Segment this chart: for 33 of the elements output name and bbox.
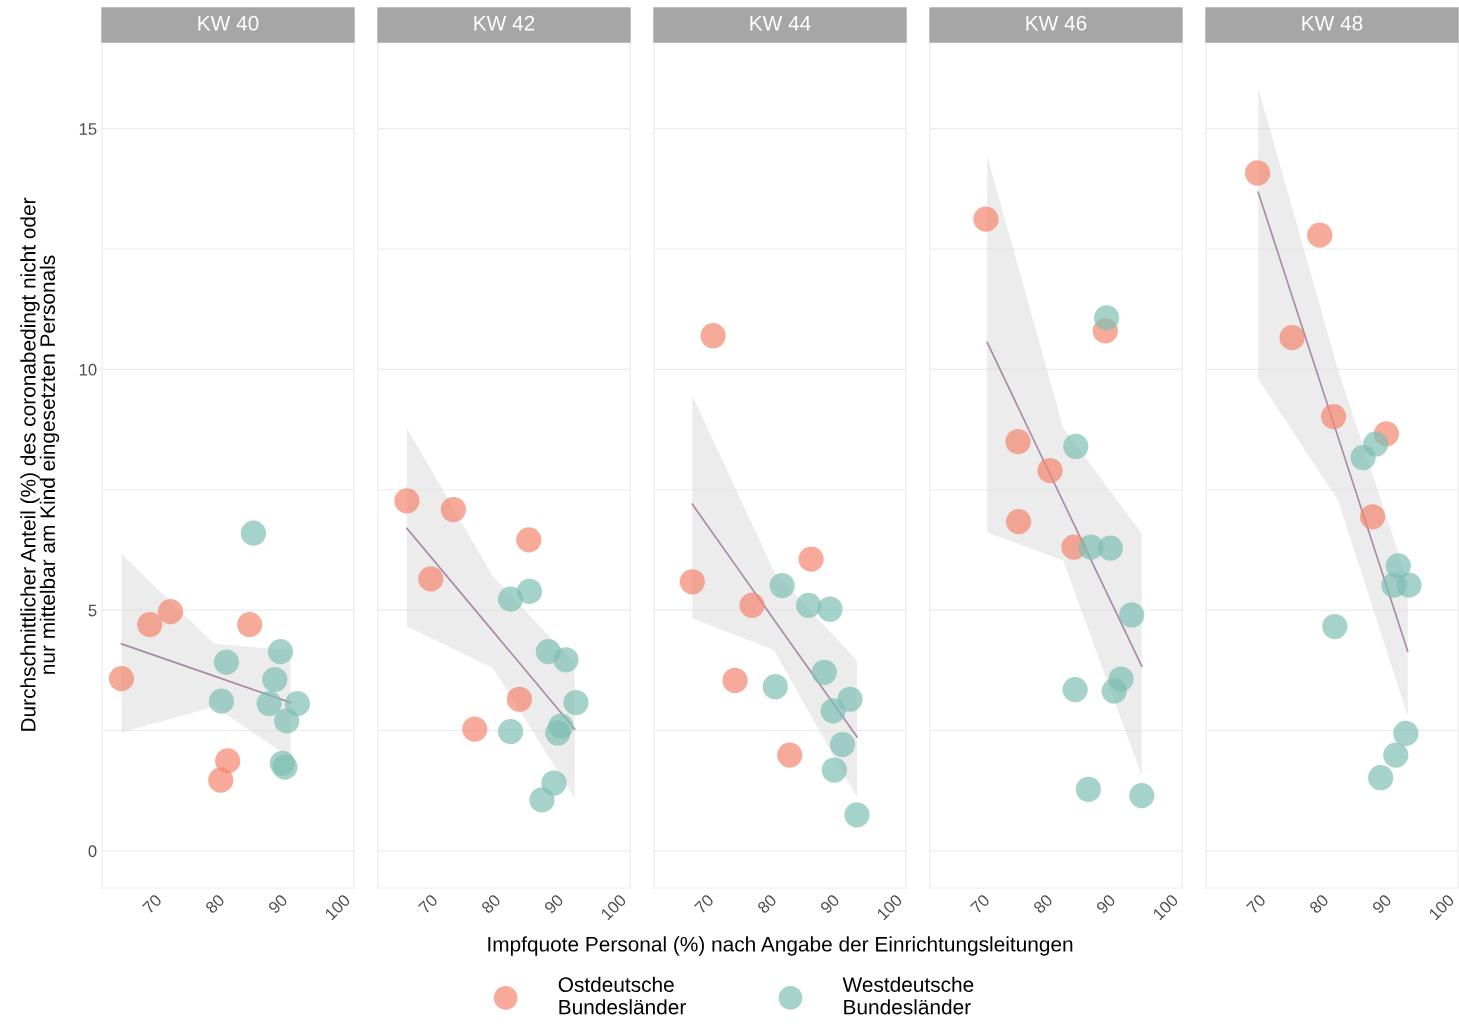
x-tick-label: 100	[324, 893, 351, 921]
x-tick-label: 100	[1152, 893, 1179, 921]
chart-title: KW 44	[750, 16, 811, 31]
x-tick-label: 90	[819, 893, 841, 915]
x-tick-label: 70	[693, 893, 715, 915]
legend-label: Ostdeutsche Bundesländer	[558, 976, 686, 1015]
y-tick-label: 15	[79, 123, 97, 135]
legend-label: Westdeutsche Bundesländer	[842, 976, 974, 1015]
x-tick-label: 90	[267, 893, 289, 915]
x-tick-label: 70	[417, 893, 439, 915]
x-axis-title: Impfquote Personal (%) nach Angabe der Einrichtungsleitungen	[488, 936, 1073, 956]
y-tick-label: 10	[79, 363, 97, 376]
x-tick-label: 70	[141, 893, 163, 915]
chart-title: KW 40	[198, 15, 259, 31]
x-tick-label: 80	[1308, 893, 1330, 915]
y-axis-title: Durchschnittlicher Anteil (%) des coronabedingt nicht oder nur mittelbar am Kind eingesetzten Personals	[20, 197, 60, 731]
chart-title: KW 48	[1302, 15, 1363, 31]
x-tick-label: 90	[1095, 893, 1117, 915]
chart-title: KW 42	[474, 15, 535, 31]
x-tick-label: 80	[1032, 893, 1054, 915]
x-tick-label: 70	[1245, 893, 1267, 915]
x-tick-label: 100	[876, 893, 903, 921]
x-tick-label: 80	[204, 893, 226, 915]
chart-title: KW 46	[1026, 15, 1087, 31]
x-tick-label: 80	[480, 893, 502, 915]
x-tick-label: 90	[543, 893, 565, 915]
x-tick-label: 90	[1371, 893, 1393, 915]
y-tick-label: 5	[88, 604, 97, 617]
y-tick-label: 0	[88, 845, 97, 858]
x-tick-label: 100	[1428, 893, 1455, 921]
x-tick-label: 100	[600, 893, 627, 921]
x-tick-label: 70	[969, 893, 991, 915]
x-tick-label: 80	[756, 893, 778, 915]
